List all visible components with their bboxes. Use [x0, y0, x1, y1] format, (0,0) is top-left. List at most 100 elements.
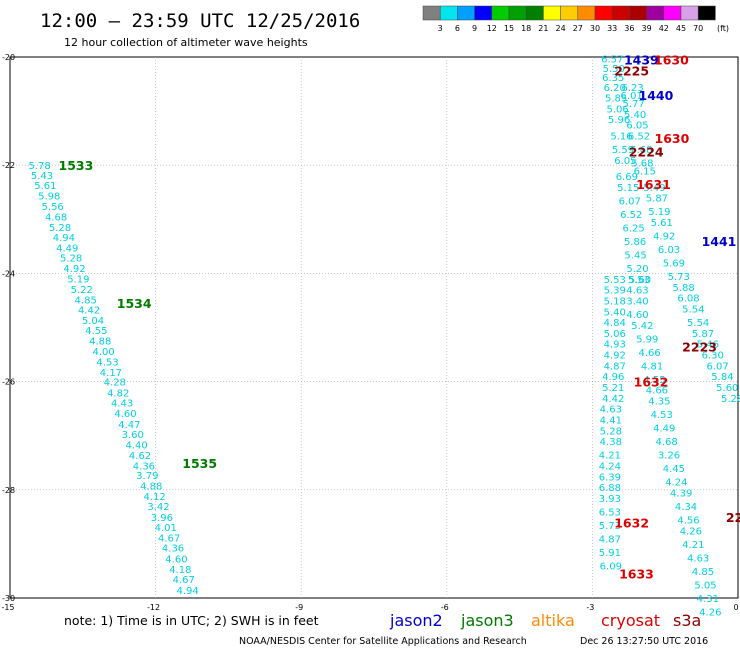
wave-height-point: 5.87: [646, 194, 668, 205]
x-axis-ticks: -15 -12 -9 -6 -3 0: [1, 603, 738, 612]
wave-height-point: 4.41: [600, 415, 622, 426]
color-swatch: [629, 5, 647, 21]
wave-height-point: 4.43: [111, 399, 133, 410]
color-swatch: [577, 5, 596, 21]
wave-height-point: 6.03: [658, 245, 680, 256]
chart-title: 12:00 — 23:59 UTC 12/25/2016: [40, 10, 360, 32]
pass-time-label: 1534: [117, 296, 152, 311]
wave-height-point: 4.82: [107, 388, 129, 399]
wave-height-point: 5.61: [651, 218, 673, 229]
wave-height-point: 6.57: [601, 55, 623, 66]
wave-height-point: 4.55: [85, 326, 107, 337]
wave-height-point: 4.36: [133, 461, 155, 472]
wave-height-point: 5.54: [682, 305, 704, 316]
color-swatch: [422, 5, 441, 21]
color-swatch: [663, 5, 682, 21]
color-scale-label: 18: [521, 24, 531, 33]
wave-height-point: 4.01: [155, 523, 177, 534]
wave-height-point: 4.17: [100, 368, 122, 379]
grid-lines: [10, 57, 738, 598]
pass-time-label: 1439: [624, 53, 659, 68]
wave-height-point: 4.68: [655, 437, 677, 448]
wave-height-point: 4.53: [651, 410, 673, 421]
color-scale-label: 24: [556, 24, 566, 33]
wave-height-point: 5.04: [82, 316, 104, 327]
x-tick-label: -15: [1, 603, 14, 612]
color-swatch: [611, 5, 630, 21]
wave-height-point: 4.63: [626, 286, 648, 297]
color-scale-label: 12: [487, 24, 497, 33]
pass-time-label: 2225: [614, 64, 649, 79]
legend-entry-cryosat: cryosat: [601, 611, 660, 630]
plot-frame: [9, 56, 739, 599]
wave-height-point: 4.55: [643, 375, 665, 386]
x-tick-label: -9: [295, 603, 303, 612]
wave-height-point: 4.40: [126, 440, 148, 451]
wave-height-point: 4.68: [45, 213, 67, 224]
wave-height-point: 4.42: [78, 306, 100, 317]
wave-height-point: 4.94: [176, 586, 198, 597]
color-swatch: [594, 5, 613, 21]
x-tick-label: -6: [441, 603, 449, 612]
footer-timestamp: Dec 26 13:27:50 UTC 2016: [580, 636, 708, 647]
wave-height-point: 4.24: [599, 461, 621, 472]
y-tick-label: -22: [2, 161, 15, 170]
wave-height-point: 4.67: [158, 533, 180, 544]
wave-height-point: 4.96: [602, 372, 624, 383]
wave-height-point: 5.78: [28, 161, 50, 172]
wave-height-point: 6.52: [620, 210, 642, 221]
color-swatch: [646, 5, 665, 21]
wave-height-point: 4.93: [604, 340, 626, 351]
wave-height-point: 4.56: [677, 516, 699, 527]
wave-height-point: 6.09: [600, 562, 622, 573]
wave-height-point: 4.63: [687, 553, 709, 564]
wave-height-point: 5.60: [629, 275, 651, 286]
color-scale-label: 9: [472, 24, 477, 33]
wave-height-point: 5.21: [602, 383, 624, 394]
color-swatch: [525, 5, 544, 21]
wave-height-point: 4.26: [699, 608, 721, 619]
wave-height-point: 4.87: [599, 534, 621, 545]
wave-height-point: 4.84: [604, 318, 626, 329]
wave-height-point: 5.87: [692, 329, 714, 340]
wave-height-point: 4.66: [646, 386, 668, 397]
wave-height-point: 4.00: [93, 347, 115, 358]
wave-height-point: 5.39: [604, 286, 626, 297]
pass-time-label: 1632: [634, 375, 669, 390]
y-tick-label: -30: [2, 594, 15, 603]
legend-entry-altika: altika: [531, 611, 575, 630]
wave-height-point: 6.39: [599, 472, 621, 483]
wave-height-point: 6.88: [599, 483, 621, 494]
wave-height-point: 3.26: [658, 451, 680, 462]
wave-height-point: 5.99: [636, 334, 658, 345]
color-scale-label: 15: [504, 24, 514, 33]
wave-height-point: 5.91: [599, 548, 621, 559]
wave-height-point: 3.93: [599, 494, 621, 505]
wave-height-point: 5.59: [612, 145, 634, 156]
wave-height-point: 4.53: [96, 358, 118, 369]
wave-height-point: 4.26: [680, 526, 702, 537]
wave-height-point: 4.21: [599, 451, 621, 462]
legend-entry-jason3: jason3: [460, 611, 514, 630]
pass-time-label: 1533: [59, 158, 94, 173]
wave-height-point: 5.49: [643, 183, 665, 194]
color-swatch: [457, 5, 475, 21]
wave-height-point: 4.47: [118, 420, 140, 431]
wave-height-point: 5.42: [631, 321, 653, 332]
x-tick-label: -3: [586, 603, 594, 612]
wave-height-point: 6.69: [616, 172, 638, 183]
wave-height-point: 5.73: [599, 521, 621, 532]
wave-height-point: 5.06: [606, 104, 628, 115]
color-scale-label: 6: [455, 24, 460, 33]
wave-height-point: 5.28: [49, 223, 71, 234]
wave-height-point: 5.68: [630, 145, 652, 156]
color-scale-unit: (ft): [717, 24, 729, 33]
pass-time-labels: 1533153415351439163022251440163022241631…: [59, 53, 740, 582]
wave-height-point: 4.88: [89, 336, 111, 347]
wave-height-point: 6.35: [602, 73, 624, 84]
y-tick-label: -20: [2, 53, 15, 62]
wave-height-point: 6.25: [622, 223, 644, 234]
pass-time-label: 1630: [655, 131, 690, 146]
color-swatch: [560, 5, 579, 21]
